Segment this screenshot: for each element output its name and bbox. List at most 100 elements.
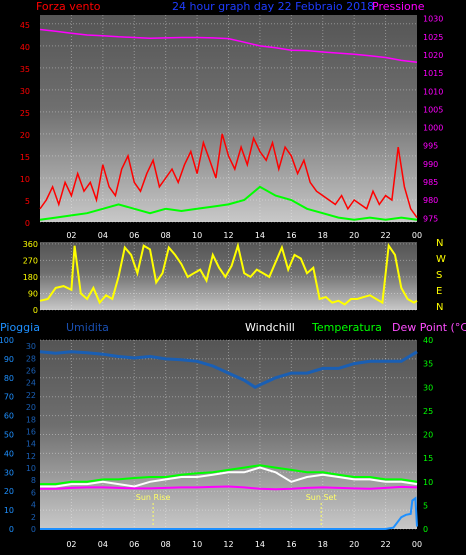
- label-windchill: Windchill: [245, 321, 295, 334]
- compass-label: S: [436, 270, 442, 281]
- right-tick-label-pressure: 1010: [423, 87, 443, 96]
- series-line: [39, 28, 418, 63]
- x-tick-label: 02: [66, 231, 76, 240]
- series-line: [39, 185, 418, 221]
- x-tick-label: 22: [380, 540, 390, 549]
- left-tick-label-rain: 80: [4, 374, 14, 383]
- left-tick-label-rain: 90: [4, 355, 14, 364]
- right-tick-label-pressure: 980: [423, 196, 438, 205]
- left-tick-label-rain: 100: [0, 336, 14, 345]
- x-tick-label: 06: [129, 231, 139, 240]
- x-tick-label: 12: [223, 231, 233, 240]
- right-tick-label-temperature: 25: [423, 407, 433, 416]
- label-umidita: Umidita: [66, 321, 109, 334]
- x-tick-label: 00: [412, 540, 422, 549]
- annotation-label: Sun Rise: [136, 493, 171, 502]
- left-tick-label-wind: 5: [25, 197, 30, 206]
- x-tick-label: 08: [161, 231, 171, 240]
- chart-title: 24 hour graph day 22 Febbraio 2018: [172, 0, 374, 13]
- right-tick-label-temperature: 10: [423, 478, 433, 487]
- right-tick-label-temperature: 15: [423, 454, 433, 463]
- right-tick-label-temperature: 20: [423, 431, 433, 440]
- left-tick-label-humidity: 24: [26, 379, 36, 388]
- label-temperatura: Temperatura: [311, 321, 382, 334]
- x-tick-label: 16: [286, 540, 296, 549]
- left-tick-label-rain: 60: [4, 412, 14, 421]
- label-pioggia: Pioggia: [0, 321, 40, 334]
- left-tick-label-wind: 20: [20, 131, 30, 140]
- right-tick-label-temperature: 30: [423, 383, 433, 392]
- right-tick-label-pressure: 1025: [423, 33, 443, 42]
- left-tick-label-humidity: 0: [31, 525, 36, 534]
- left-tick-label-wind: 25: [20, 109, 30, 118]
- x-tick-label: 22: [380, 231, 390, 240]
- left-tick-label-humidity: 28: [26, 354, 36, 363]
- x-tick-label: 08: [161, 540, 171, 549]
- left-tick-label-humidity: 10: [26, 464, 36, 473]
- right-tick-label-pressure: 995: [423, 142, 438, 151]
- right-tick-label-pressure: 1015: [423, 69, 443, 78]
- series-line: [40, 496, 418, 530]
- tick-label-layer: 0510152025303540459759809859909951000100…: [0, 15, 446, 549]
- panel-wind-pressure: [40, 15, 417, 222]
- left-tick-label-wind: 10: [20, 175, 30, 184]
- right-tick-label-temperature: 0: [423, 525, 428, 534]
- left-tick-label-humidity: 6: [31, 488, 36, 497]
- series-line: [39, 350, 418, 390]
- left-tick-label-direction: 180: [23, 273, 38, 282]
- x-tick-label: 10: [192, 540, 202, 549]
- right-tick-label-pressure: 985: [423, 178, 438, 187]
- series-line: [39, 241, 418, 306]
- left-tick-label-humidity: 12: [26, 452, 36, 461]
- left-tick-label-wind: 40: [20, 43, 30, 52]
- annotation-label: Sun Set: [306, 493, 337, 502]
- left-tick-label-humidity: 16: [26, 427, 36, 436]
- x-tick-label: 20: [349, 540, 359, 549]
- left-tick-label-wind: 45: [20, 21, 30, 30]
- x-tick-label: 12: [223, 540, 233, 549]
- left-tick-label-wind: 15: [20, 153, 30, 162]
- left-tick-label-humidity: 2: [31, 513, 36, 522]
- right-tick-label-pressure: 1005: [423, 105, 443, 114]
- left-axis-label-wind: Forza vento: [36, 0, 101, 13]
- right-tick-label-pressure: 1030: [423, 15, 443, 24]
- compass-label: W: [436, 254, 446, 265]
- compass-label: N: [436, 238, 443, 249]
- right-tick-label-temperature: 40: [423, 336, 433, 345]
- left-tick-label-rain: 10: [4, 506, 14, 515]
- left-tick-label-humidity: 26: [26, 366, 36, 375]
- left-tick-label-direction: 270: [23, 256, 38, 265]
- left-tick-label-humidity: 18: [26, 415, 36, 424]
- right-tick-label-pressure: 990: [423, 160, 438, 169]
- x-tick-label: 18: [318, 231, 328, 240]
- series-line: [40, 464, 418, 486]
- left-tick-label-rain: 30: [4, 468, 14, 477]
- x-tick-label: 06: [129, 540, 139, 549]
- panel-temp-humidity: [40, 340, 417, 529]
- left-tick-label-humidity: 20: [26, 403, 36, 412]
- x-tick-label: 04: [98, 231, 108, 240]
- left-tick-label-humidity: 22: [26, 391, 36, 400]
- x-tick-label: 18: [318, 540, 328, 549]
- right-tick-label-pressure: 1020: [423, 51, 443, 60]
- label-dewpoint: Dew Point (°C): [392, 321, 466, 334]
- series-layer: [39, 28, 418, 530]
- left-tick-label-wind: 30: [20, 87, 30, 96]
- right-tick-label-temperature: 5: [423, 501, 428, 510]
- right-tick-label-pressure: 1000: [423, 124, 443, 133]
- left-tick-label-rain: 70: [4, 393, 14, 402]
- right-axis-label-pressure: Pressione: [372, 0, 425, 13]
- left-tick-label-humidity: 30: [26, 342, 36, 351]
- x-tick-label: 10: [192, 231, 202, 240]
- x-tick-label: 02: [66, 540, 76, 549]
- right-tick-label-temperature: 35: [423, 360, 433, 369]
- compass-label: N: [436, 302, 443, 313]
- left-tick-label-wind: 0: [25, 219, 30, 228]
- right-tick-label-pressure: 975: [423, 214, 438, 223]
- left-tick-label-rain: 40: [4, 449, 14, 458]
- x-tick-label: 14: [255, 540, 265, 549]
- left-tick-label-humidity: 14: [26, 440, 36, 449]
- x-tick-label: 20: [349, 231, 359, 240]
- left-tick-label-humidity: 4: [31, 501, 36, 510]
